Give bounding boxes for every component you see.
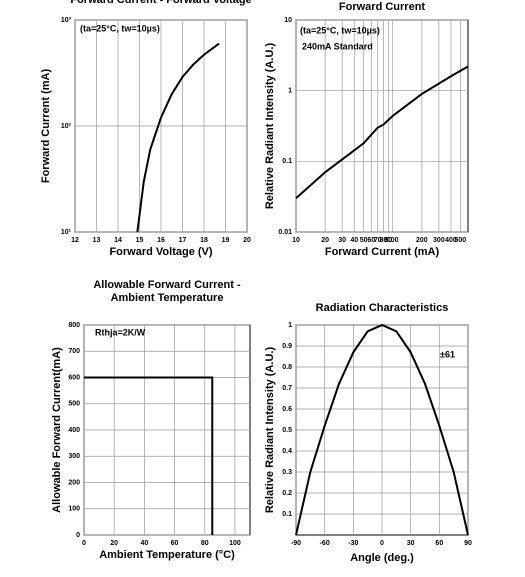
x-tick-label: 60 — [435, 540, 443, 547]
y-tick-label: 200 — [68, 479, 80, 486]
annotation: ±61 — [440, 349, 455, 359]
y-tick-label: 0 — [76, 532, 80, 539]
x-tick-label: 200 — [416, 237, 428, 244]
x-tick-label: 80 — [201, 540, 209, 547]
y-tick-label: 0.5 — [282, 427, 292, 434]
y-axis-label: Allowable Forward Current(mA) — [51, 347, 63, 513]
y-tick-label: 1 — [288, 322, 292, 329]
x-tick-label: 0 — [82, 540, 86, 547]
y-tick-label: 0.9 — [282, 343, 292, 350]
y-tick-label: 0.1 — [282, 158, 292, 165]
curve — [84, 376, 214, 535]
chart-title: Allowable Forward Current - — [93, 279, 241, 291]
y-tick-label: 0.2 — [282, 490, 292, 497]
annotation: Rthja=2K/W — [95, 327, 146, 337]
x-tick-label: 100 — [229, 540, 241, 547]
curve — [295, 323, 469, 536]
x-tick-label: 16 — [157, 237, 165, 244]
x-tick-label: 500 — [454, 237, 466, 244]
y-tick-label: 10¹ — [61, 229, 72, 236]
y-axis-label: Relative Radiant Intensity (A.U.) — [264, 347, 276, 514]
x-tick-label: 70 — [374, 237, 382, 244]
x-tick-label: 90 — [464, 540, 472, 547]
chart-title: Forward Current — [339, 1, 426, 13]
x-tick-label: 40 — [350, 237, 358, 244]
x-tick-label: 15 — [136, 237, 144, 244]
x-axis-label: Ambient Temperature (°C) — [99, 549, 235, 561]
x-tick-label: 30 — [338, 237, 346, 244]
x-tick-label: 300 — [433, 237, 445, 244]
x-tick-label: 13 — [93, 237, 101, 244]
x-tick-label: 20 — [321, 237, 329, 244]
x-tick-label: -60 — [320, 540, 330, 547]
annotation: 240mA Standard — [302, 41, 373, 51]
x-tick-label: 12 — [71, 237, 79, 244]
y-tick-label: 0.01 — [278, 229, 292, 236]
chart-title: Forward Current - Forward Voltage — [70, 0, 251, 6]
x-tick-label: 80 — [379, 237, 387, 244]
x-tick-label: 19 — [222, 237, 230, 244]
x-tick-label: 50 — [360, 237, 368, 244]
y-tick-label: 0.8 — [282, 364, 292, 371]
x-tick-label: 10 — [292, 237, 300, 244]
x-tick-label: 20 — [243, 237, 251, 244]
y-tick-label: 0.3 — [282, 469, 292, 476]
y-tick-label: 10² — [61, 123, 72, 130]
y-tick-label: 0.4 — [282, 448, 292, 455]
y-tick-label: 0.6 — [282, 406, 292, 413]
y-tick-label: 700 — [68, 348, 80, 355]
y-axis-label: Relative Radiant Intensity (A.U.) — [264, 43, 276, 210]
y-tick-label: 800 — [68, 322, 80, 329]
x-axis-label: Forward Voltage (V) — [109, 246, 212, 258]
y-tick-label: 500 — [68, 401, 80, 408]
y-axis-label: Forward Current (mA) — [40, 69, 52, 184]
y-tick-label: 600 — [68, 374, 80, 381]
curve — [295, 65, 469, 200]
x-tick-label: 20 — [110, 540, 118, 547]
chart-title: Ambient Temperature — [111, 292, 224, 304]
annotation: (ta=25°C, tw=10µs) — [80, 23, 160, 33]
x-tick-label: -30 — [348, 540, 358, 547]
x-tick-label: 0 — [380, 540, 384, 547]
x-tick-label: 60 — [367, 237, 375, 244]
annotation: (ta=25°C, tw=10µs) — [300, 25, 380, 35]
curve — [136, 42, 220, 233]
x-tick-label: 100 — [387, 237, 399, 244]
x-tick-label: 17 — [179, 237, 187, 244]
y-tick-label: 400 — [68, 427, 80, 434]
x-axis-label: Forward Current (mA) — [325, 246, 440, 258]
y-tick-label: 300 — [68, 453, 80, 460]
x-tick-label: 30 — [407, 540, 415, 547]
y-tick-label: 10³ — [61, 17, 72, 24]
y-tick-label: 0.1 — [282, 511, 292, 518]
y-tick-label: 10 — [284, 17, 292, 24]
x-tick-label: 14 — [114, 237, 122, 244]
y-tick-label: 0.7 — [282, 385, 292, 392]
x-tick-label: 400 — [445, 237, 457, 244]
x-tick-label: 90 — [384, 237, 392, 244]
chart-title: Radiation Characteristics — [316, 302, 449, 314]
x-axis-label: Angle (deg.) — [350, 552, 414, 564]
y-tick-label: 1 — [288, 88, 292, 95]
x-tick-label: -90 — [291, 540, 301, 547]
x-tick-label: 18 — [200, 237, 208, 244]
y-tick-label: 100 — [68, 506, 80, 513]
x-tick-label: 60 — [171, 540, 179, 547]
x-tick-label: 40 — [140, 540, 148, 547]
